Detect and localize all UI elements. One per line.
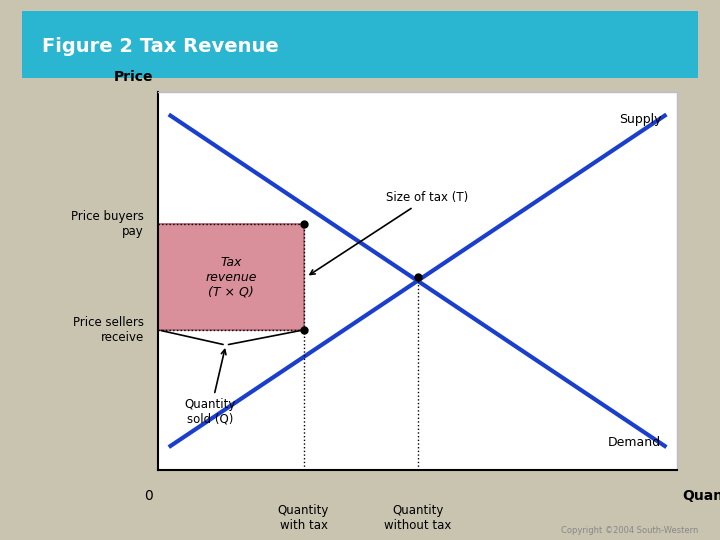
FancyBboxPatch shape bbox=[0, 5, 720, 84]
Text: Demand: Demand bbox=[608, 436, 661, 449]
Text: 0: 0 bbox=[145, 489, 153, 503]
Text: Quantity: Quantity bbox=[682, 489, 720, 503]
Text: Quantity
with tax: Quantity with tax bbox=[278, 504, 329, 532]
Text: Size of tax (T): Size of tax (T) bbox=[310, 191, 469, 274]
Text: Quantity
sold (Q): Quantity sold (Q) bbox=[184, 349, 236, 426]
Text: Tax
revenue
(T × Q): Tax revenue (T × Q) bbox=[205, 255, 257, 299]
Text: Copyright ©2004 South-Western: Copyright ©2004 South-Western bbox=[561, 525, 698, 535]
Text: Price: Price bbox=[114, 70, 153, 84]
Text: Price sellers
receive: Price sellers receive bbox=[73, 316, 144, 344]
Bar bbox=[158, 224, 304, 330]
Text: Quantity
without tax: Quantity without tax bbox=[384, 504, 451, 532]
Text: Price buyers
pay: Price buyers pay bbox=[71, 210, 144, 238]
Text: Supply: Supply bbox=[618, 113, 661, 126]
Text: Figure 2 Tax Revenue: Figure 2 Tax Revenue bbox=[42, 37, 279, 56]
